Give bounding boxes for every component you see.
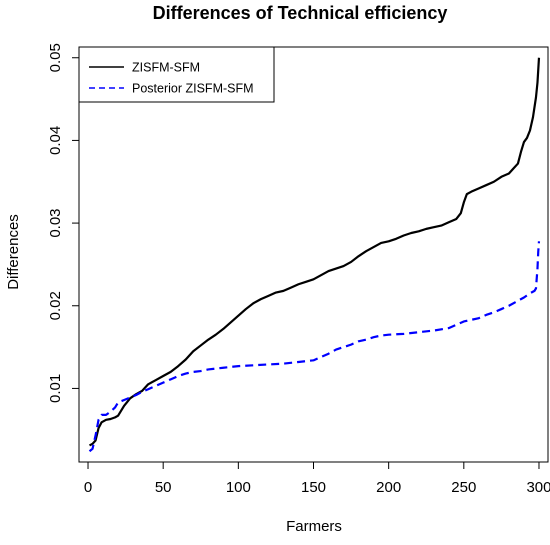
y-tick-label: 0.05 <box>47 43 64 72</box>
series-line-zisfm-sfm <box>88 57 541 447</box>
y-tick-label: 0.03 <box>47 208 64 237</box>
x-tick-label: 50 <box>155 479 172 496</box>
x-tick-label: 300 <box>526 479 550 496</box>
x-tick-label: 250 <box>451 479 476 496</box>
x-axis-label: Farmers <box>286 518 342 535</box>
legend: ZISFM-SFM Posterior ZISFM-SFM <box>78 46 275 103</box>
x-tick-label: 150 <box>301 479 326 496</box>
y-tick-label: 0.04 <box>47 126 64 155</box>
y-tick-label: 0.02 <box>47 291 64 320</box>
x-tick-label: 200 <box>376 479 401 496</box>
series-line-posterior-zisfm-sfm <box>88 241 541 453</box>
legend-label-zisfm-sfm: ZISFM-SFM <box>132 61 200 75</box>
y-axis-label: Differences <box>5 214 22 290</box>
x-tick-label: 0 <box>84 479 92 496</box>
legend-label-posterior-zisfm-sfm: Posterior ZISFM-SFM <box>132 82 254 96</box>
series-group <box>88 57 541 453</box>
x-axis: 0 50 100 150 200 250 300 <box>84 461 550 496</box>
y-tick-label: 0.01 <box>47 374 64 403</box>
y-axis: 0.01 0.02 0.03 0.04 0.05 <box>47 43 80 403</box>
legend-box <box>78 46 275 103</box>
x-tick-label: 100 <box>226 479 251 496</box>
chart-title: Differences of Technical efficiency <box>153 3 448 23</box>
